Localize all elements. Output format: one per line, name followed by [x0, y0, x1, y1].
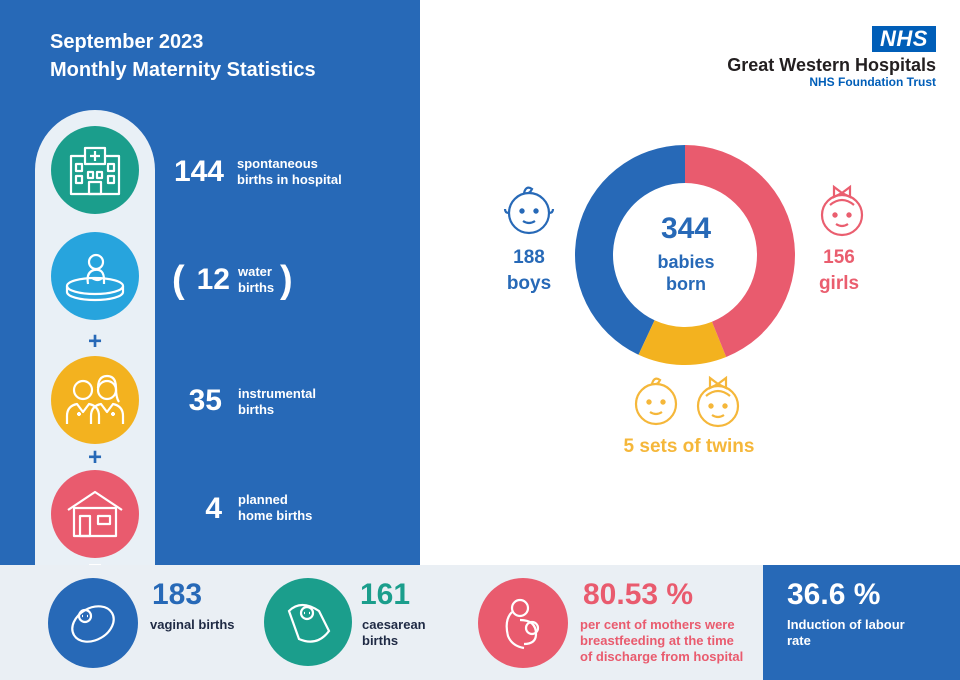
- water-births-value: 12: [196, 263, 230, 296]
- babies-donut-chart: [575, 145, 795, 365]
- water-open-paren: (: [172, 259, 185, 301]
- donut-segment-boys: [575, 145, 685, 355]
- caesarean-label-line2: births: [362, 633, 399, 648]
- boy-icon: [500, 183, 558, 242]
- total-babies-label-line2: born: [666, 274, 706, 294]
- hospital-icon: [51, 126, 139, 214]
- house-icon: [51, 470, 139, 558]
- induction-rate-label: Induction of labour rate: [787, 617, 905, 649]
- boys-count: 188 boys: [495, 245, 563, 297]
- spontaneous-label-line2: births in hospital: [237, 172, 342, 187]
- induction-label-line2: rate: [787, 633, 811, 648]
- nhs-logo: NHS: [872, 26, 936, 52]
- water-births-label: water births: [238, 264, 274, 296]
- total-babies-label: babies born: [636, 251, 736, 295]
- girls-count: 156 girls: [805, 245, 873, 297]
- caesarean-births-label: caesarean births: [362, 617, 426, 649]
- title-month: September 2023: [50, 31, 204, 53]
- water-close-paren: ): [280, 259, 293, 301]
- instrumental-label-line1: instrumental: [238, 386, 317, 401]
- instrumental-births-label: instrumental births: [238, 386, 316, 418]
- org-name: Great Western Hospitals: [727, 55, 936, 75]
- breastfeeding-label-line3: of discharge from hospital: [580, 649, 744, 664]
- total-babies-value: 344: [660, 212, 712, 245]
- instrumental-births-value: 35: [188, 384, 222, 417]
- spontaneous-births-value: 144: [173, 155, 224, 188]
- total-babies-label-line1: babies: [657, 252, 715, 272]
- plus-sign-1: +: [87, 328, 102, 355]
- plus-sign-2: +: [87, 444, 102, 471]
- water-label-line2: births: [238, 280, 275, 295]
- caesarean-label-line1: caesarean: [362, 617, 426, 632]
- girls-label: girls: [818, 273, 860, 294]
- girls-value: 156: [823, 247, 855, 268]
- donut-segment-twins: [638, 320, 727, 365]
- induction-label-line1: Induction of labour: [787, 617, 905, 632]
- water-birth-icon: [51, 232, 139, 320]
- boys-label: boys: [506, 273, 552, 294]
- spontaneous-label-line1: spontaneous: [237, 156, 318, 171]
- girl-icon: [812, 183, 872, 244]
- donut-segment-girls: [685, 145, 795, 357]
- water-label-line1: water: [238, 264, 272, 279]
- twins-label: 5 sets of twins: [623, 436, 755, 457]
- instrumental-label-line2: births: [238, 402, 275, 417]
- baby-icon: [48, 578, 138, 668]
- breastfeeding-icon: [478, 578, 568, 668]
- swaddled-baby-icon: [264, 578, 352, 666]
- home-births-label: planned home births: [238, 492, 312, 524]
- induction-rate-value: 36.6 %: [787, 578, 881, 611]
- breastfeeding-label: per cent of mothers were breastfeeding a…: [580, 617, 743, 665]
- breastfeeding-label-line2: breastfeeding at the time: [580, 633, 734, 648]
- home-label-line1: planned: [238, 492, 288, 507]
- vaginal-births-label: vaginal births: [150, 617, 235, 632]
- breastfeeding-label-line1: per cent of mothers were: [580, 617, 735, 632]
- caesarean-births-value: 161: [360, 578, 411, 611]
- title-subtitle: Monthly Maternity Statistics: [50, 59, 316, 81]
- page-title: September 2023 Monthly Maternity Statist…: [50, 28, 316, 84]
- home-label-line2: home births: [238, 508, 313, 523]
- breastfeeding-value: 80.53 %: [583, 578, 694, 611]
- medical-staff-icon: [51, 356, 139, 444]
- induction-rate-box: [763, 565, 960, 680]
- spontaneous-births-label: spontaneous births in hospital: [237, 156, 342, 188]
- home-births-value: 4: [205, 492, 222, 525]
- boys-value: 188: [513, 247, 545, 268]
- twins-icon: [628, 374, 750, 433]
- org-subtitle: NHS Foundation Trust: [809, 75, 936, 89]
- vaginal-births-value: 183: [152, 578, 203, 611]
